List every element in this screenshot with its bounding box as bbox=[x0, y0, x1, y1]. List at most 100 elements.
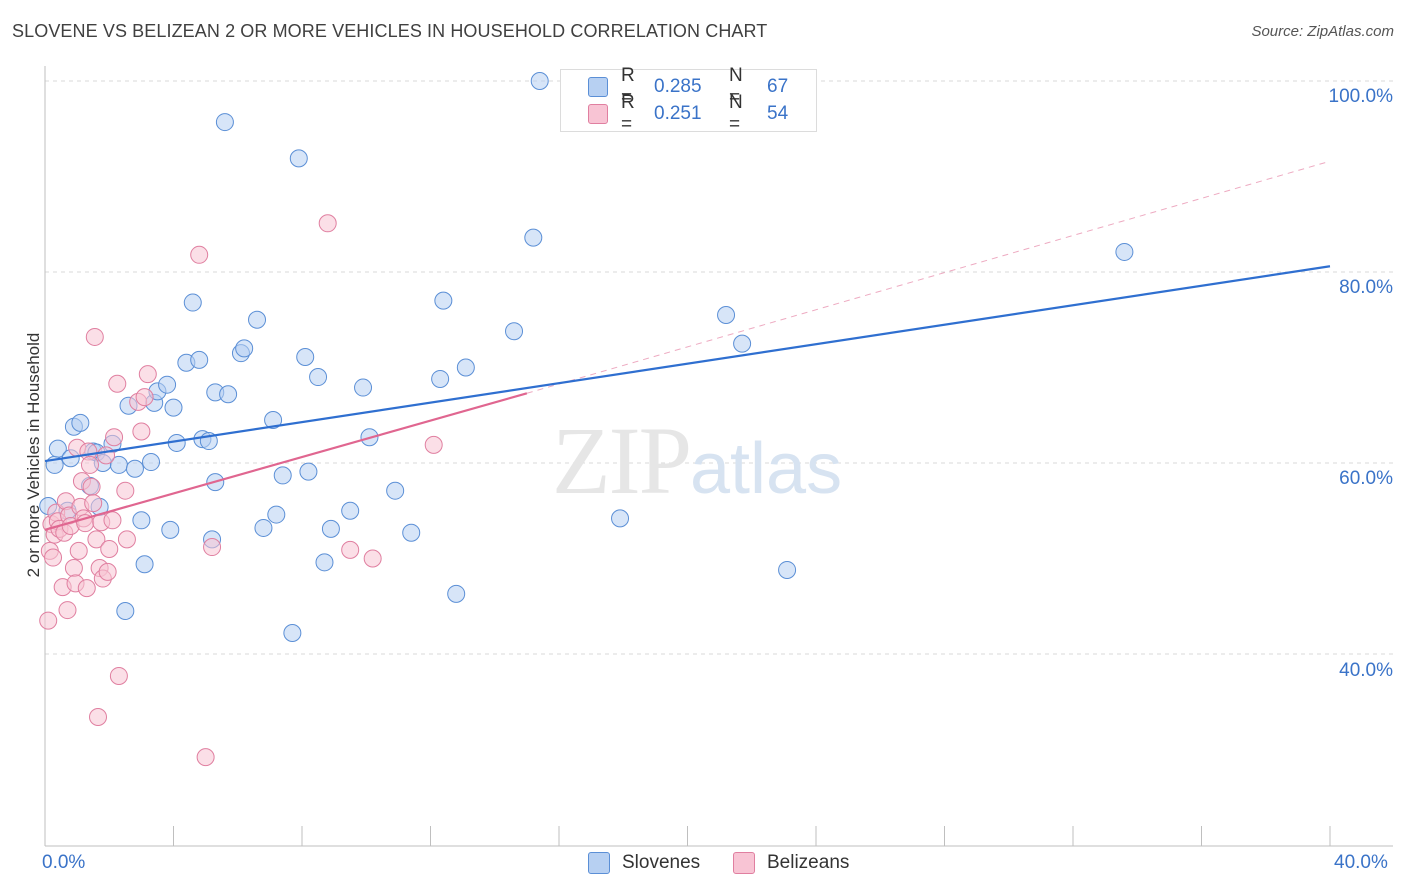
n-label: N = bbox=[729, 65, 743, 108]
belizeans-point bbox=[97, 446, 116, 465]
slovenes-point bbox=[309, 368, 328, 387]
legend-item-slovenes: Slovenes bbox=[588, 852, 700, 874]
chart-title: SLOVENE VS BELIZEAN 2 OR MORE VEHICLES I… bbox=[12, 21, 768, 41]
slovenes-point bbox=[341, 501, 360, 520]
slovenes-swatch bbox=[588, 852, 610, 874]
slovenes-point bbox=[158, 375, 177, 394]
watermark: ZIPatlas bbox=[552, 405, 842, 516]
slovenes-point bbox=[611, 509, 630, 528]
r-value: 0.251 bbox=[654, 103, 702, 124]
legend-label: Slovenes bbox=[622, 852, 701, 873]
belizeans-point bbox=[85, 327, 104, 346]
slovenes-point bbox=[135, 555, 154, 574]
slovenes-point bbox=[315, 553, 334, 572]
y-tick-label: 40.0% bbox=[1339, 660, 1393, 681]
y-tick-label: 100.0% bbox=[1328, 86, 1393, 107]
belizeans-point bbox=[100, 539, 119, 558]
slovenes-point bbox=[142, 453, 161, 472]
belizeans-point bbox=[44, 548, 63, 567]
slovenes-point bbox=[248, 310, 267, 329]
slovenes-point bbox=[524, 228, 543, 247]
trend-lines bbox=[44, 265, 1331, 531]
slovenes-point bbox=[434, 291, 453, 310]
source-credit: Source: ZipAtlas.com bbox=[1251, 23, 1394, 40]
belizeans-point bbox=[341, 540, 360, 559]
belizeans-point bbox=[69, 541, 88, 560]
x-tick-label: 0.0% bbox=[42, 852, 86, 873]
gridlines bbox=[45, 80, 1393, 655]
r-value: 0.285 bbox=[654, 76, 702, 97]
belizeans-point bbox=[196, 748, 215, 767]
slovenes-trend-line bbox=[44, 265, 1331, 463]
belizeans-point bbox=[39, 611, 58, 630]
slovenes-point bbox=[219, 385, 238, 404]
slovenes-point bbox=[733, 334, 752, 353]
belizeans-point bbox=[117, 530, 136, 549]
slovenes-point bbox=[132, 511, 151, 530]
x-tick-label: 40.0% bbox=[1334, 852, 1388, 873]
belizeans-point bbox=[82, 477, 101, 496]
slovenes-point bbox=[321, 519, 340, 538]
slovenes-point bbox=[215, 113, 234, 132]
y-tick-label: 80.0% bbox=[1339, 277, 1393, 298]
r-label: R = bbox=[621, 92, 635, 135]
legend-label: Belizeans bbox=[767, 852, 850, 873]
n-value: 67 bbox=[767, 76, 789, 97]
legend-item-belizeans: Belizeans bbox=[733, 852, 849, 874]
slovenes-point bbox=[386, 481, 405, 500]
slovenes-point bbox=[164, 398, 183, 417]
watermark-atlas: atlas bbox=[690, 429, 843, 509]
slovenes-point bbox=[48, 439, 67, 458]
slovenes-point bbox=[289, 149, 308, 168]
slovenes-swatch bbox=[588, 77, 608, 97]
belizeans-point bbox=[108, 374, 127, 393]
belizeans-point bbox=[77, 579, 96, 598]
slovenes-point bbox=[447, 584, 466, 603]
slovenes-point bbox=[267, 505, 286, 524]
belizeans-point bbox=[135, 388, 154, 407]
n-label: N = bbox=[729, 92, 743, 135]
slovenes-point bbox=[717, 305, 736, 324]
belizeans-swatch bbox=[588, 104, 608, 124]
belizeans-point bbox=[116, 481, 135, 500]
belizeans-point bbox=[89, 708, 108, 727]
correlation-legend: R = 0.285 N = 67 R = 0.251 N = 54 bbox=[560, 65, 817, 135]
slovenes-point bbox=[431, 369, 450, 388]
slovenes-point bbox=[299, 462, 318, 481]
n-value: 54 bbox=[767, 103, 789, 124]
slovenes-point bbox=[273, 466, 292, 485]
slovenes-point bbox=[161, 520, 180, 539]
belizeans-trend-line bbox=[44, 392, 528, 531]
belizeans-point bbox=[58, 601, 77, 620]
y-tick-label: 60.0% bbox=[1339, 468, 1393, 489]
belizeans-point bbox=[87, 530, 106, 549]
slovenes-point bbox=[402, 523, 421, 542]
belizeans-point bbox=[190, 245, 209, 264]
belizeans-point bbox=[105, 428, 124, 447]
belizeans-points bbox=[39, 214, 443, 767]
slovenes-point bbox=[283, 623, 302, 642]
belizeans-trend-dashed bbox=[526, 160, 1331, 394]
belizeans-point bbox=[138, 365, 157, 384]
slovenes-point bbox=[235, 339, 254, 358]
belizeans-point bbox=[109, 666, 128, 685]
belizeans-point bbox=[80, 455, 99, 474]
belizeans-point bbox=[318, 214, 337, 233]
slovenes-points bbox=[39, 72, 1134, 642]
belizeans-point bbox=[363, 549, 382, 568]
slovenes-point bbox=[530, 72, 549, 90]
slovenes-point bbox=[354, 378, 373, 397]
slovenes-point bbox=[778, 560, 797, 579]
belizeans-point bbox=[424, 435, 443, 454]
belizeans-point bbox=[64, 559, 83, 578]
slovenes-point bbox=[71, 413, 90, 432]
belizeans-point bbox=[103, 511, 122, 530]
slovenes-point bbox=[296, 347, 315, 366]
belizeans-point bbox=[98, 562, 117, 581]
slovenes-point bbox=[116, 602, 135, 621]
slovenes-point bbox=[125, 459, 144, 478]
watermark-zip: ZIP bbox=[552, 407, 692, 514]
belizeans-swatch bbox=[733, 852, 755, 874]
belizeans-trend-extension bbox=[526, 160, 1331, 394]
